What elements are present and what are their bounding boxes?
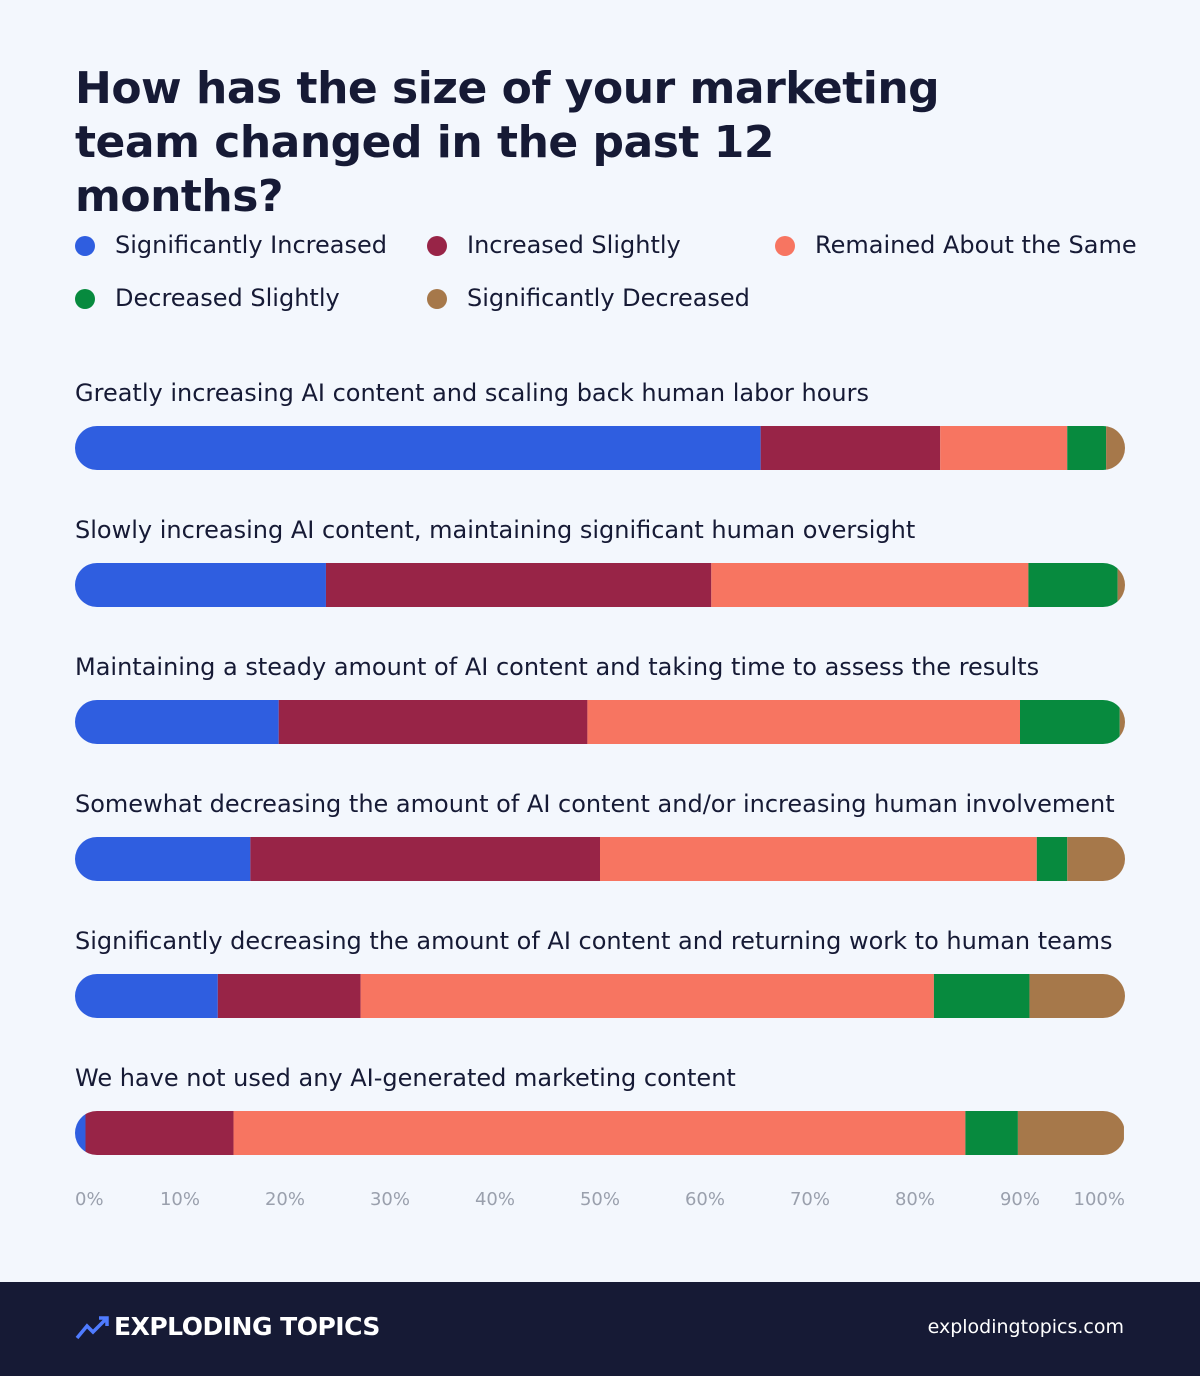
bar-row bbox=[75, 974, 1125, 1018]
bar-segment bbox=[75, 563, 326, 607]
bar-segment bbox=[85, 1111, 234, 1155]
category-label: Significantly decreasing the amount of A… bbox=[75, 927, 1113, 955]
bar-row bbox=[75, 1111, 1124, 1155]
bar-segment bbox=[1067, 426, 1107, 470]
legend-swatch bbox=[775, 236, 795, 256]
bar-segment bbox=[1029, 974, 1125, 1018]
bar-segment bbox=[711, 563, 1029, 607]
x-tick-label: 50% bbox=[580, 1189, 620, 1210]
legend-swatch bbox=[427, 236, 447, 256]
bar-segment bbox=[360, 974, 934, 1018]
x-tick-label: 70% bbox=[790, 1189, 830, 1210]
legend-label: Decreased Slightly bbox=[115, 284, 340, 312]
bar-segment bbox=[1020, 700, 1120, 744]
category-label: Slowly increasing AI content, maintainin… bbox=[75, 516, 915, 544]
bar-segment bbox=[1036, 837, 1068, 881]
bar-row bbox=[75, 700, 1125, 744]
bar-segment bbox=[1106, 426, 1125, 470]
url: explodingtopics.com bbox=[927, 1316, 1124, 1338]
bar-segment bbox=[75, 974, 218, 1018]
bar-segment bbox=[233, 1111, 966, 1155]
x-tick-label: 80% bbox=[895, 1189, 935, 1210]
x-tick-label: 100% bbox=[1074, 1189, 1125, 1210]
bar-segment bbox=[250, 837, 600, 881]
bar-row bbox=[75, 563, 1125, 607]
logo-icon bbox=[75, 1316, 109, 1340]
bar-segment bbox=[760, 426, 941, 470]
legend-swatch bbox=[427, 289, 447, 309]
category-label: Maintaining a steady amount of AI conten… bbox=[75, 653, 1039, 681]
bar-segment bbox=[75, 426, 761, 470]
bar-segment bbox=[1117, 563, 1125, 607]
brand: EXPLODING TOPICS bbox=[114, 1312, 380, 1341]
bar-segment bbox=[965, 1111, 1018, 1155]
bar-segment bbox=[587, 700, 1020, 744]
bar-segment bbox=[217, 974, 361, 1018]
bar-segment bbox=[1028, 563, 1118, 607]
category-label: Somewhat decreasing the amount of AI con… bbox=[75, 790, 1115, 818]
x-tick-label: 60% bbox=[685, 1189, 725, 1210]
bar-segment bbox=[75, 837, 251, 881]
category-label: Greatly increasing AI content and scalin… bbox=[75, 379, 869, 407]
x-tick-label: 40% bbox=[475, 1189, 515, 1210]
x-tick-label: 10% bbox=[160, 1189, 200, 1210]
bar-segment bbox=[940, 426, 1068, 470]
bar-row bbox=[75, 837, 1125, 881]
legend-swatch bbox=[75, 289, 95, 309]
legend-label: Significantly Increased bbox=[115, 231, 387, 259]
bar-segment bbox=[1067, 837, 1125, 881]
x-tick-label: 90% bbox=[1000, 1189, 1040, 1210]
legend-swatch bbox=[75, 236, 95, 256]
legend-label: Remained About the Same bbox=[815, 231, 1137, 259]
legend-label: Significantly Decreased bbox=[467, 284, 750, 312]
chart: Significantly Increased Increased Slightl… bbox=[75, 231, 1137, 1210]
bar-segment bbox=[933, 974, 1030, 1018]
chart-title: How has the size of your marketing team … bbox=[75, 63, 940, 222]
category-label: We have not used any AI-generated market… bbox=[75, 1064, 736, 1092]
x-tick-label: 0% bbox=[75, 1189, 104, 1210]
bar-segment bbox=[600, 837, 1037, 881]
bar-segment bbox=[278, 700, 588, 744]
x-tick-label: 30% bbox=[370, 1189, 410, 1210]
bar-row bbox=[75, 426, 1125, 470]
footer: EXPLODING TOPICS explodingtopics.com bbox=[0, 1282, 1200, 1376]
bar-segment bbox=[75, 700, 279, 744]
legend-label: Increased Slightly bbox=[467, 231, 681, 259]
bar-segment bbox=[1017, 1111, 1124, 1155]
bar-segment bbox=[75, 1111, 86, 1155]
bar-segment bbox=[1119, 700, 1125, 744]
x-tick-label: 20% bbox=[265, 1189, 305, 1210]
bar-segment bbox=[325, 563, 712, 607]
